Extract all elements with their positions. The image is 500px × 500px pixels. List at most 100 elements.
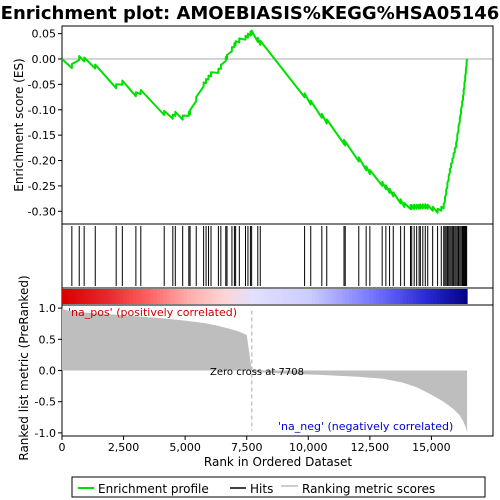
heatmap-cell — [143, 289, 147, 304]
x-tick-label: 12,500 — [351, 441, 390, 454]
heatmap-cell — [193, 289, 198, 304]
heatmap-cell — [234, 289, 239, 304]
heatmap-cell — [291, 289, 296, 304]
heatmap-cell — [237, 289, 242, 304]
legend-label-ranking: Ranking metric scores — [302, 482, 435, 496]
heatmap-cell — [413, 289, 417, 304]
heatmap-cell — [65, 289, 70, 304]
heatmap-cell — [365, 289, 370, 304]
x-tick-label: 0 — [59, 441, 66, 454]
heatmap-cell — [318, 289, 323, 304]
heatmap-cell — [267, 289, 272, 304]
heatmap-cell — [197, 289, 201, 304]
heatmap-cell — [85, 289, 90, 304]
x-tick-label: 10,000 — [289, 441, 328, 454]
positive-correlation-label: 'na_pos' (positively correlated) — [68, 306, 237, 319]
heatmap-cell — [75, 289, 80, 304]
heatmap-cell — [321, 289, 326, 304]
es-tick-label: 0.00 — [32, 53, 57, 66]
heatmap-cell — [308, 289, 313, 304]
heatmap-cell — [419, 289, 424, 304]
heatmap-cell — [416, 289, 421, 304]
heatmap-cell — [153, 289, 158, 304]
heatmap-cell — [170, 289, 174, 304]
heatmap-cell — [247, 289, 252, 304]
heatmap-cell — [294, 289, 299, 304]
heatmap-cell — [463, 289, 468, 304]
heatmap-cell — [375, 289, 380, 304]
x-tick-label: 7,500 — [231, 441, 263, 454]
x-tick-label: 5,000 — [169, 441, 201, 454]
heatmap-cell — [190, 289, 195, 304]
heatmap-cell — [89, 289, 93, 304]
heatmap-cell — [163, 289, 168, 304]
rank-tick-label: -1.0 — [35, 427, 56, 440]
heatmap-cell — [409, 289, 414, 304]
enrichment-profile-line — [61, 29, 469, 214]
heatmap-cell — [372, 289, 377, 304]
heatmap-cell — [149, 289, 154, 304]
heatmap-cell — [274, 289, 279, 304]
heatmap-cell — [453, 289, 458, 304]
heatmap-cell — [446, 289, 451, 304]
heatmap-cell — [72, 289, 77, 304]
heatmap-cell — [213, 289, 218, 304]
heatmap-cell — [332, 289, 336, 304]
enrichment-score-panel: 0.05 0.00 -0.05 -0.10 -0.15 -0.20 -0.25 -0.30 — [28, 25, 494, 225]
heatmap-cell — [119, 289, 124, 304]
heatmap-cell — [217, 289, 222, 304]
negative-correlation-label: 'na_neg' (negatively correlated) — [278, 420, 453, 433]
heatmap-cell — [264, 289, 269, 304]
heatmap-cell — [328, 289, 333, 304]
heatmap-cell — [105, 289, 110, 304]
heatmap-cell — [345, 289, 350, 304]
heatmap-cell — [166, 289, 171, 304]
heatmap-cell — [406, 289, 411, 304]
heatmap-cell — [359, 289, 363, 304]
heatmap-cell — [126, 289, 131, 304]
ranked-metric-panel: 1.0 0.5 0.0 -0.5 -1.0 0 2,500 5,000 7,500 10,000… — [35, 302, 494, 454]
rank-tick-label: -0.5 — [35, 396, 56, 409]
legend-label-hits: Hits — [250, 482, 273, 496]
heatmap-cell — [369, 289, 374, 304]
es-tick-label: -0.15 — [28, 129, 56, 142]
x-tick-label: 2,500 — [108, 441, 140, 454]
es-axis-label: Enrichment score (ES) — [12, 58, 26, 191]
heatmap-cell — [92, 289, 97, 304]
heatmap-cell — [423, 289, 428, 304]
heatmap-cell — [156, 289, 161, 304]
heatmap-cell — [342, 289, 347, 304]
x-tick-label: 15,000 — [412, 441, 451, 454]
heatmap-cell — [271, 289, 276, 304]
heatmap-cell — [224, 289, 228, 304]
heatmap-cell — [109, 289, 114, 304]
heatmap-cell — [176, 289, 181, 304]
zero-cross-label: Zero cross at 7708 — [210, 367, 304, 378]
heatmap-cell — [230, 289, 235, 304]
heatmap-cell — [244, 289, 249, 304]
heatmap-cell — [392, 289, 397, 304]
heatmap-cell — [325, 289, 330, 304]
heatmap-cell — [68, 289, 73, 304]
heatmap-cell — [382, 289, 387, 304]
rank-tick-label: 0.0 — [39, 365, 57, 378]
heatmap-cell — [301, 289, 306, 304]
heatmap-cell — [284, 289, 289, 304]
heatmap-cell — [355, 289, 360, 304]
heatmap-cell — [220, 289, 225, 304]
heatmap-cell — [386, 289, 390, 304]
heatmap-cell — [298, 289, 303, 304]
heatmap-cell — [430, 289, 434, 304]
heatmap-cell — [402, 289, 407, 304]
heatmap-cell — [457, 289, 461, 304]
chart-title: Enrichment plot: AMOEBIASIS%KEGG%HSA0514… — [1, 3, 500, 24]
hits-panel — [61, 223, 494, 289]
legend-label-profile: Enrichment profile — [98, 482, 209, 496]
heatmap-cell — [278, 289, 282, 304]
x-axis-label: Rank in Ordered Dataset — [204, 455, 352, 469]
es-tick-label: -0.20 — [28, 155, 56, 168]
heatmap-cell — [450, 289, 455, 304]
heatmap-cell — [227, 289, 232, 304]
heatmap-cell — [288, 289, 293, 304]
heatmap-cell — [210, 289, 215, 304]
